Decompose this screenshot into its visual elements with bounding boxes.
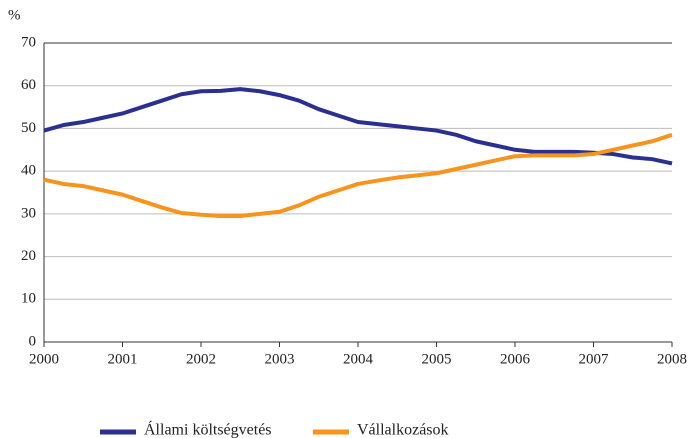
x-tick-label: 2008 [657,351,687,367]
y-tick-label: 50 [21,120,36,136]
x-tick-label: 2005 [422,351,452,367]
x-tick-label: 2007 [579,351,610,367]
y-tick-label: 60 [21,77,36,93]
y-tick-label: 40 [21,163,36,179]
y-tick-label: 30 [21,205,36,221]
y-axis-label: % [8,7,21,23]
x-tick-label: 2006 [500,351,531,367]
x-tick-label: 2004 [343,351,374,367]
y-tick-label: 0 [29,333,37,349]
y-tick-label: 70 [21,34,36,50]
y-tick-label: 10 [21,291,36,307]
line-series [43,132,673,218]
line-series [43,87,673,166]
x-tick-label: 2000 [29,351,59,367]
legend-label: Vállalkozások [357,422,449,438]
legend-label: Állami költségvetés [144,420,272,438]
y-tick-label: 20 [21,248,36,264]
x-tick-label: 2002 [186,351,216,367]
x-tick-label: 2003 [265,351,295,367]
x-tick-label: 2001 [108,351,138,367]
